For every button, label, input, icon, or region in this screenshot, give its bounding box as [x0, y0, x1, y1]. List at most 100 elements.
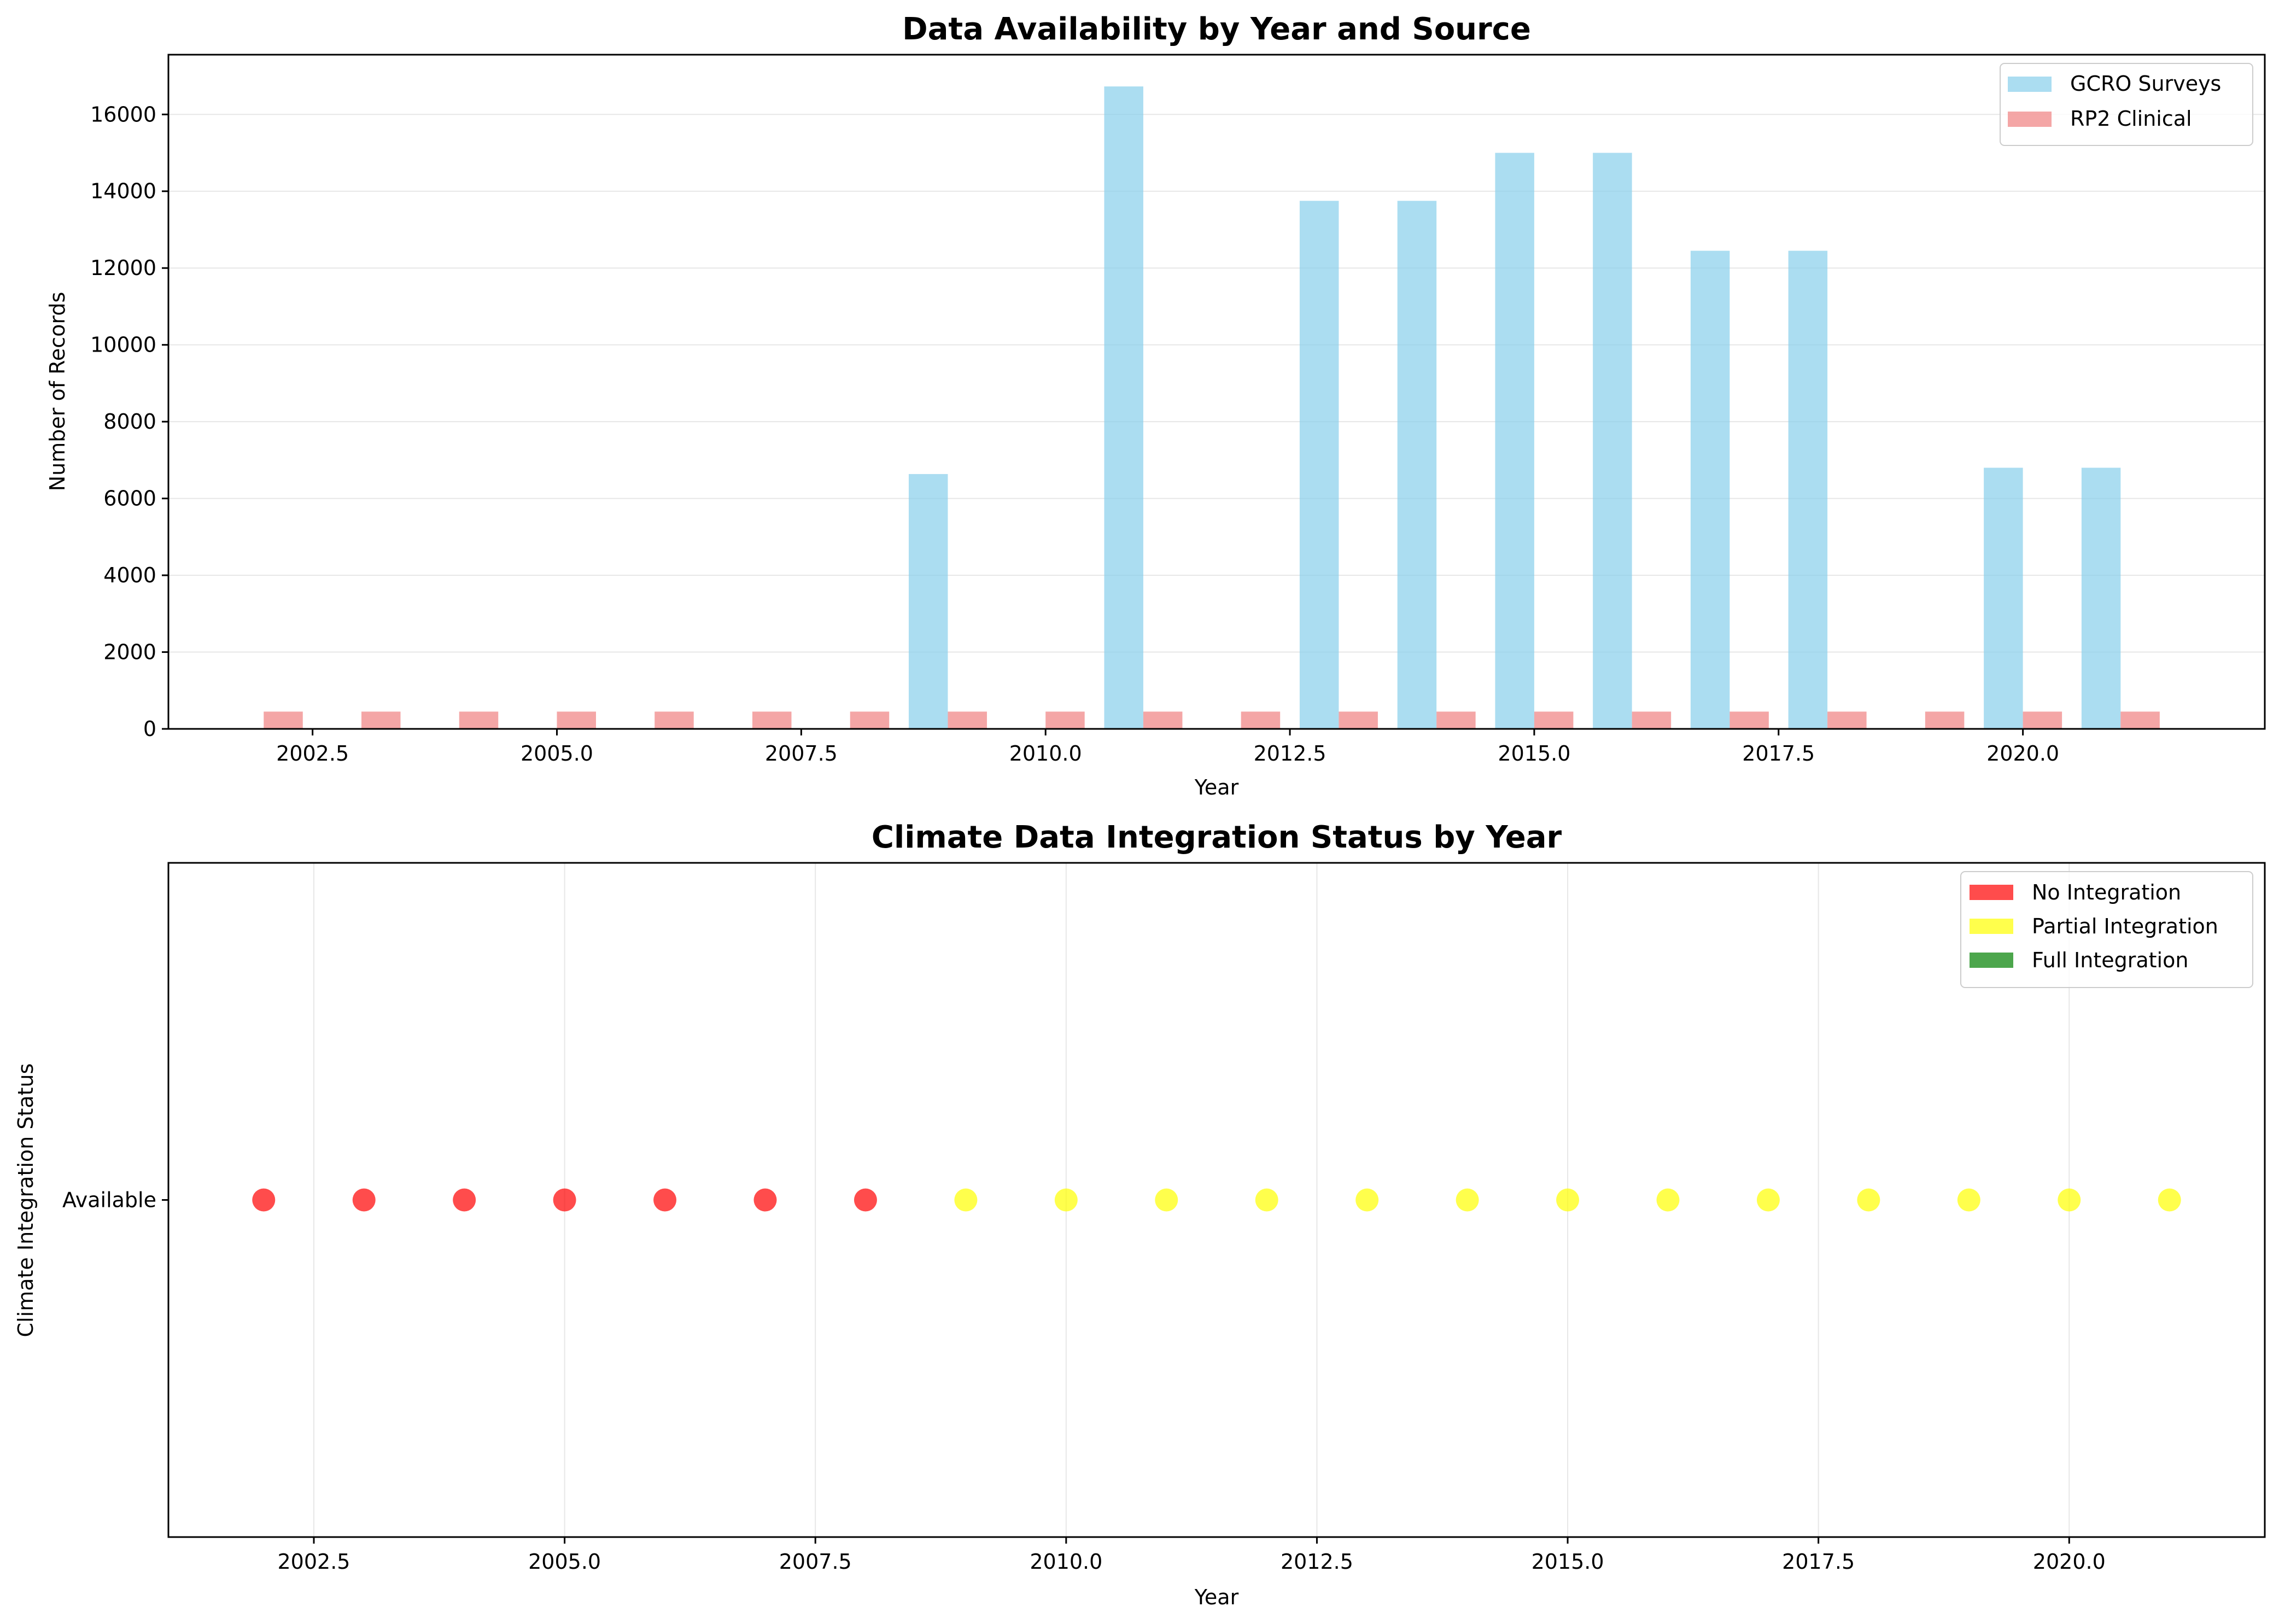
bar-rp2-clinical-2011	[1143, 711, 1183, 729]
integration-status-chart: Climate Data Integration Status by Year …	[14, 820, 2266, 1609]
point-2019-partial-integration	[1957, 1188, 1980, 1212]
chart1-y-tick-label: 0	[143, 717, 156, 741]
bar-gcro-surveys-2009	[908, 474, 948, 729]
bar-rp2-clinical-2007	[752, 711, 792, 729]
chart2-x-tick-label: 2007.5	[779, 1550, 852, 1574]
chart1-x-tick-label: 2015.0	[1498, 741, 1570, 766]
chart1-y-tick-label: 10000	[90, 333, 156, 357]
records-bar-chart: Data Availability by Year and Source 200…	[45, 11, 2266, 799]
chart1-x-ticks: 2002.5 2005.0 2007.5 2010.0 2012.5 2015.0 2017…	[276, 729, 2059, 766]
point-2018-partial-integration	[1857, 1188, 1880, 1212]
legend-label-gcro-surveys: GCRO Surveys	[2070, 72, 2221, 96]
bar-rp2-clinical-2013	[1339, 711, 1378, 729]
bar-rp2-clinical-2015	[1534, 711, 1574, 729]
chart1-y-tick-label: 12000	[90, 256, 156, 280]
bar-gcro-surveys-2017	[1690, 250, 1730, 729]
bar-gcro-surveys-2021	[2081, 468, 2121, 729]
chart1-y-tick-label: 16000	[90, 102, 156, 126]
point-2017-partial-integration	[1756, 1188, 1780, 1212]
bar-rp2-clinical-2002	[264, 711, 303, 729]
legend-label-rp2-clinical: RP2 Clinical	[2070, 107, 2192, 131]
chart1-legend-box	[2000, 63, 2253, 146]
legend-label-full-integration: Full Integration	[2032, 948, 2188, 972]
point-2002-no-integration	[252, 1188, 276, 1212]
bar-rp2-clinical-2014	[1436, 711, 1476, 729]
bar-gcro-surveys-2015	[1495, 153, 1534, 729]
legend-swatch-no-integration	[1970, 885, 2013, 900]
chart2-title: Climate Data Integration Status by Year	[872, 820, 1562, 855]
point-2004-no-integration	[453, 1188, 476, 1212]
point-2012-partial-integration	[1255, 1188, 1278, 1212]
legend-swatch-gcro-surveys	[2008, 77, 2052, 92]
point-2003-no-integration	[352, 1188, 376, 1212]
chart1-y-tick-label: 14000	[90, 179, 156, 203]
bar-rp2-clinical-2010	[1045, 711, 1085, 729]
chart2-legend: No Integration Partial Integration Full …	[1960, 871, 2253, 988]
bar-gcro-surveys-2018	[1788, 250, 1828, 729]
point-2021-partial-integration	[2158, 1188, 2181, 1212]
bar-rp2-clinical-2006	[655, 711, 694, 729]
point-2006-no-integration	[653, 1188, 677, 1212]
chart1-x-tick-label: 2017.5	[1742, 741, 1815, 766]
point-2020-partial-integration	[2058, 1188, 2081, 1212]
chart1-bars	[264, 86, 2160, 729]
bar-rp2-clinical-2005	[557, 711, 596, 729]
chart1-x-axis-label: Year	[1194, 775, 1239, 799]
chart2-y-ticks: Available	[62, 1188, 168, 1212]
point-2015-partial-integration	[1556, 1188, 1580, 1212]
bar-gcro-surveys-2013	[1299, 201, 1339, 729]
chart2-x-ticks: 2002.5 2005.0 2007.5 2010.0 2012.5 2015.0 2017…	[278, 1537, 2106, 1574]
bar-rp2-clinical-2009	[948, 711, 987, 729]
bar-rp2-clinical-2003	[361, 711, 401, 729]
point-2011-partial-integration	[1155, 1188, 1178, 1212]
point-2007-no-integration	[753, 1188, 777, 1212]
legend-swatch-rp2-clinical	[2008, 112, 2052, 127]
chart1-x-tick-label: 2005.0	[521, 741, 593, 766]
point-2014-partial-integration	[1456, 1188, 1479, 1212]
bar-rp2-clinical-2008	[850, 711, 890, 729]
chart2-x-axis-label: Year	[1194, 1585, 1239, 1609]
chart1-y-tick-label: 4000	[103, 563, 156, 587]
bar-gcro-surveys-2014	[1397, 201, 1437, 729]
chart1-axes-frame	[167, 54, 2266, 730]
chart1-y-axis-label: Number of Records	[45, 292, 69, 492]
chart1-x-tick-label: 2002.5	[276, 741, 349, 766]
point-2008-no-integration	[854, 1188, 877, 1212]
chart1-x-tick-label: 2020.0	[1986, 741, 2059, 766]
point-2005-no-integration	[553, 1188, 576, 1212]
legend-label-no-integration: No Integration	[2032, 880, 2181, 904]
chart2-x-tick-label: 2017.5	[1782, 1550, 1855, 1574]
bar-rp2-clinical-2004	[459, 711, 499, 729]
chart1-gridlines	[168, 114, 2265, 729]
chart2-y-axis-label: Climate Integration Status	[14, 1064, 38, 1337]
chart2-x-tick-label: 2015.0	[1532, 1550, 1604, 1574]
chart2-y-tick-label: Available	[62, 1188, 156, 1212]
chart1-y-ticks: 0 2000 4000 6000 8000 10000 12000 14000 16000	[90, 102, 168, 741]
chart1-x-tick-label: 2012.5	[1254, 741, 1327, 766]
chart2-x-tick-label: 2010.0	[1030, 1550, 1102, 1574]
chart2-legend-box	[1960, 871, 2253, 988]
chart2-x-tick-label: 2005.0	[528, 1550, 601, 1574]
bar-rp2-clinical-2020	[2023, 711, 2062, 729]
legend-label-partial-integration: Partial Integration	[2032, 914, 2218, 938]
chart1-x-tick-label: 2010.0	[1009, 741, 1082, 766]
bar-rp2-clinical-2018	[1827, 711, 1867, 729]
bar-gcro-surveys-2011	[1104, 86, 1143, 729]
chart2-x-tick-label: 2012.5	[1281, 1550, 1353, 1574]
chart2-x-tick-label: 2020.0	[2033, 1550, 2106, 1574]
chart1-title: Data Availability by Year and Source	[902, 11, 1531, 47]
bar-rp2-clinical-2012	[1241, 711, 1281, 729]
bar-rp2-clinical-2019	[1925, 711, 1965, 729]
point-2013-partial-integration	[1355, 1188, 1379, 1212]
chart1-x-tick-label: 2007.5	[765, 741, 838, 766]
bar-rp2-clinical-2016	[1632, 711, 1672, 729]
legend-swatch-partial-integration	[1970, 919, 2013, 934]
bar-gcro-surveys-2020	[1984, 468, 2023, 729]
chart1-y-tick-label: 6000	[103, 487, 156, 511]
chart1-y-tick-label: 8000	[103, 410, 156, 434]
chart1-y-tick-label: 2000	[103, 640, 156, 664]
point-2010-partial-integration	[1054, 1188, 1078, 1212]
chart1-legend: GCRO Surveys RP2 Clinical	[2000, 63, 2253, 146]
chart2-points	[252, 1188, 2181, 1212]
